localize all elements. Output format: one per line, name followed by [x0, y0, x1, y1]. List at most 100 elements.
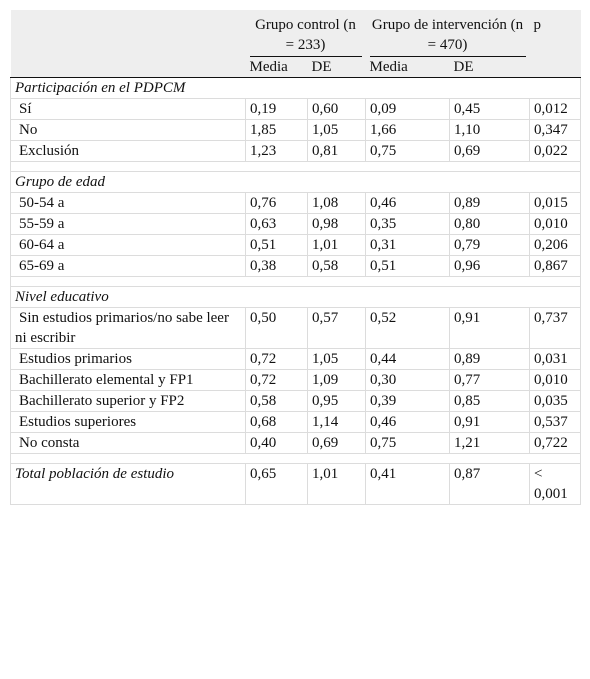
- table-row: Bachillerato elemental y FP1 0,72 1,09 0,30…: [10, 369, 582, 391]
- control-de-header: DE: [307, 57, 366, 78]
- section-header-row: Participación en el PDPCM: [9, 77, 582, 99]
- p-subheader-empty: [529, 57, 581, 78]
- control-de-cell: 0,58: [307, 255, 367, 277]
- control-media-cell: 0,76: [245, 192, 308, 214]
- header-empty-cell: [10, 10, 246, 57]
- row-label: Sí: [10, 98, 246, 120]
- control-media-cell: 0,72: [245, 348, 308, 370]
- intervention-de-cell: 0,87: [449, 463, 531, 505]
- section-title: Grupo de edad: [9, 171, 582, 193]
- control-media-cell: 0,63: [245, 213, 308, 235]
- control-de-cell: 0,81: [307, 140, 367, 162]
- table-row: No consta 0,40 0,69 0,75 1,21 0,722: [10, 432, 582, 454]
- table-body: Participación en el PDPCM Sí 0,19 0,60 0,09 0…: [9, 77, 582, 505]
- control-media-cell: 0,65: [245, 463, 308, 505]
- p-value-cell: 0,010: [529, 213, 582, 235]
- table-row: Estudios superiores 0,68 1,14 0,46 0,91 0,537: [10, 411, 582, 433]
- spacer-row: [9, 161, 582, 172]
- table-row: 50-54 a 0,76 1,08 0,46 0,89 0,015: [10, 192, 582, 214]
- table-row: Bachillerato superior y FP2 0,58 0,95 0,39 0…: [10, 390, 582, 412]
- spacer-row: [9, 453, 582, 464]
- control-de-cell: 0,95: [307, 390, 367, 412]
- row-label: Exclusión: [10, 140, 246, 162]
- control-media-header: Media: [245, 57, 308, 78]
- p-value-cell: 0,015: [529, 192, 582, 214]
- intervention-de-cell: 0,77: [449, 369, 531, 391]
- table-row: Exclusión 1,23 0,81 0,75 0,69 0,022: [10, 140, 582, 162]
- row-label: Estudios superiores: [10, 411, 246, 433]
- intervention-media-cell: 0,35: [365, 213, 451, 235]
- intervention-group-header: Grupo de intervención (n = 470): [365, 10, 530, 57]
- control-group-header: Grupo control (n = 233): [245, 10, 366, 57]
- control-de-cell: 1,01: [307, 234, 367, 256]
- intervention-de-cell: 0,79: [449, 234, 531, 256]
- p-value-cell: 0,012: [529, 98, 582, 120]
- row-label: 65-69 a: [10, 255, 246, 277]
- control-group-label: Grupo control (n = 233): [249, 10, 362, 57]
- control-de-cell: 1,05: [307, 348, 367, 370]
- intervention-de-cell: 0,89: [449, 348, 531, 370]
- intervention-de-cell: 0,69: [449, 140, 531, 162]
- control-media-cell: 0,72: [245, 369, 308, 391]
- spacer-cell: [9, 453, 582, 464]
- intervention-media-cell: 0,51: [365, 255, 451, 277]
- intervention-de-cell: 0,96: [449, 255, 531, 277]
- control-media-cell: 0,40: [245, 432, 308, 454]
- section-title: Participación en el PDPCM: [9, 77, 582, 99]
- row-label: Sin estudios primarios/no sabe leer ni e…: [10, 307, 246, 349]
- intervention-media-cell: 0,39: [365, 390, 451, 412]
- table-row: Estudios primarios 0,72 1,05 0,44 0,89 0,031: [10, 348, 582, 370]
- intervention-media-cell: 0,31: [365, 234, 451, 256]
- control-media-cell: 0,50: [245, 307, 308, 349]
- row-label: 50-54 a: [10, 192, 246, 214]
- p-value-cell: 0,031: [529, 348, 582, 370]
- intervention-de-cell: 1,10: [449, 119, 531, 141]
- p-value-cell: 0,537: [529, 411, 582, 433]
- intervention-group-label: Grupo de intervención (n = 470): [369, 10, 526, 57]
- intervention-media-cell: 1,66: [365, 119, 451, 141]
- control-de-cell: 0,69: [307, 432, 367, 454]
- intervention-media-cell: 0,09: [365, 98, 451, 120]
- total-label: Total población de estudio: [10, 463, 246, 505]
- control-media-cell: 0,19: [245, 98, 308, 120]
- header-row: Grupo control (n = 233) Grupo de interve…: [10, 10, 581, 57]
- p-value-cell: 0,206: [529, 234, 582, 256]
- control-media-cell: 1,23: [245, 140, 308, 162]
- control-de-cell: 0,98: [307, 213, 367, 235]
- p-value-cell: 0,035: [529, 390, 582, 412]
- table-row: No 1,85 1,05 1,66 1,10 0,347: [10, 119, 582, 141]
- table-row: 55-59 a 0,63 0,98 0,35 0,80 0,010: [10, 213, 582, 235]
- control-de-cell: 1,01: [307, 463, 367, 505]
- control-de-cell: 1,05: [307, 119, 367, 141]
- p-value-cell: 0,737: [529, 307, 582, 349]
- row-label: No: [10, 119, 246, 141]
- section-header-row: Nivel educativo: [9, 286, 582, 308]
- intervention-de-header: DE: [449, 57, 530, 78]
- p-value-cell: 0,022: [529, 140, 582, 162]
- intervention-de-cell: 0,91: [449, 411, 531, 433]
- spacer-row: [9, 276, 582, 287]
- p-value-cell: 0,347: [529, 119, 582, 141]
- p-value-cell: 0,867: [529, 255, 582, 277]
- control-de-cell: 0,60: [307, 98, 367, 120]
- subheader-empty-cell: [10, 57, 246, 78]
- intervention-media-cell: 0,52: [365, 307, 451, 349]
- control-media-cell: 0,68: [245, 411, 308, 433]
- intervention-media-cell: 0,46: [365, 192, 451, 214]
- table-row: 60-64 a 0,51 1,01 0,31 0,79 0,206: [10, 234, 582, 256]
- row-label: Bachillerato superior y FP2: [10, 390, 246, 412]
- total-row: Total población de estudio 0,65 1,01 0,41 0,…: [10, 463, 582, 505]
- intervention-de-cell: 0,80: [449, 213, 531, 235]
- spacer-cell: [9, 276, 582, 287]
- control-media-cell: 0,51: [245, 234, 308, 256]
- table-row: Sin estudios primarios/no sabe leer ni e…: [10, 307, 582, 349]
- table-row: Sí 0,19 0,60 0,09 0,45 0,012: [10, 98, 582, 120]
- control-de-cell: 0,57: [307, 307, 367, 349]
- intervention-media-cell: 0,46: [365, 411, 451, 433]
- subheader-row: Media DE Media DE: [10, 57, 581, 78]
- row-label: Bachillerato elemental y FP1: [10, 369, 246, 391]
- intervention-de-cell: 0,89: [449, 192, 531, 214]
- control-de-cell: 1,09: [307, 369, 367, 391]
- data-table: Grupo control (n = 233) Grupo de interve…: [9, 10, 582, 505]
- control-media-cell: 0,58: [245, 390, 308, 412]
